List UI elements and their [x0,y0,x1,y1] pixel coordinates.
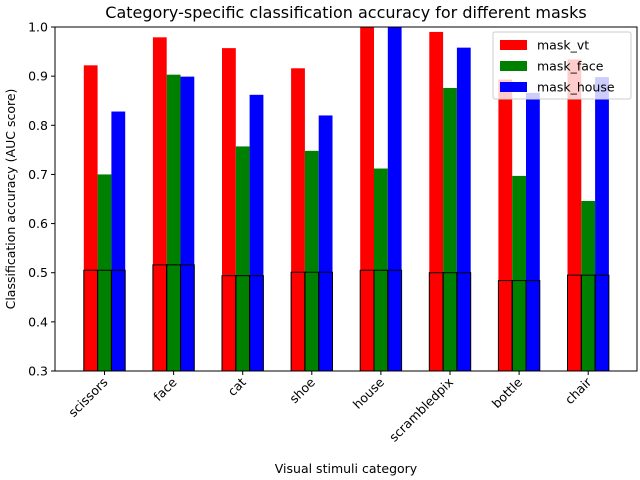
bar-mask_face-bottle [512,175,526,371]
x-tick-label-cat: cat [224,374,248,398]
chance-bar-mask_house-shoe [318,271,334,371]
bar-mask_vt-face [152,37,167,371]
chance-bar-mask_house-scissors [110,269,126,371]
bar-mask_face-chair [581,200,596,371]
bar-mask_house-bottle [526,92,540,371]
bar-mask_face-cat [235,146,250,371]
y-tick-label: 0.6 [28,216,48,231]
bar-mask_vt-shoe [291,68,305,371]
chance-bar-mask_house-face [180,264,195,371]
bar-mask_vt-bottle [498,79,513,371]
x-tick-label-house: house [350,374,387,411]
bars-group [83,27,610,371]
chart-title: Category-specific classification accurac… [105,3,586,22]
x-tick-label-shoe: shoe [286,374,318,406]
bar-mask_vt-scissors [83,65,98,371]
legend-label-mask_house: mask_house [537,80,615,95]
legend-swatch-mask_face [500,61,527,71]
plot-area: 0.3 0.4 0.5 0.6 0.7 0.8 0.9 1.0 scissors face cat s… [28,20,638,445]
chance-bar-mask_house-house [387,269,403,371]
chance-bar-mask_house-cat [249,275,264,371]
legend-box [492,31,632,100]
x-tick-label-chair: chair [562,374,595,407]
bar-mask_face-face [166,74,181,371]
y-axis-label: Classification accuracy (AUC score) [3,89,18,310]
bar-mask_house-scissors [111,111,126,371]
y-tick-label: 0.7 [28,167,48,182]
bar-mask_vt-house [360,27,374,371]
legend-swatch-mask_house [500,82,527,92]
y-tick-label: 0.3 [28,364,48,379]
chance-bar-mask_house-scrambledpix [456,272,472,371]
y-tick-label: 1.0 [28,20,48,35]
bar-mask_face-scissors [97,174,112,371]
y-tick-label: 0.5 [28,265,48,280]
x-tick-label-scissors: scissors [65,375,110,420]
y-tick-label: 0.9 [28,69,48,84]
x-tick-label-scrambledpix: scrambledpix [386,375,456,445]
bar-mask_vt-scrambledpix [429,31,444,371]
bar-mask_house-house [387,27,402,371]
x-tick-label-face: face [150,374,180,404]
bar-mask_face-scrambledpix [443,87,457,371]
legend: mask_vt mask_face mask_house [492,31,632,100]
y-tick-label: 0.4 [28,314,48,329]
bar-mask_house-shoe [318,115,333,371]
bar-mask_vt-cat [222,48,236,371]
legend-label-mask_face: mask_face [537,59,604,74]
chance-bar-mask_house-bottle [525,280,541,371]
y-tick-label: 0.8 [28,118,48,133]
bar-mask_house-scrambledpix [456,47,471,371]
bar-mask_house-face [180,76,195,371]
bar-mask_face-shoe [304,150,319,371]
axes-frame [54,26,638,372]
bar-mask_house-chair [595,77,609,371]
legend-label-mask_vt: mask_vt [537,38,589,53]
x-tick-label-bottle: bottle [489,374,526,411]
bar-mask_house-cat [249,94,264,371]
bar-mask_vt-chair [567,59,582,371]
x-axis-label: Visual stimuli category [275,461,418,476]
legend-swatch-mask_vt [500,40,527,50]
